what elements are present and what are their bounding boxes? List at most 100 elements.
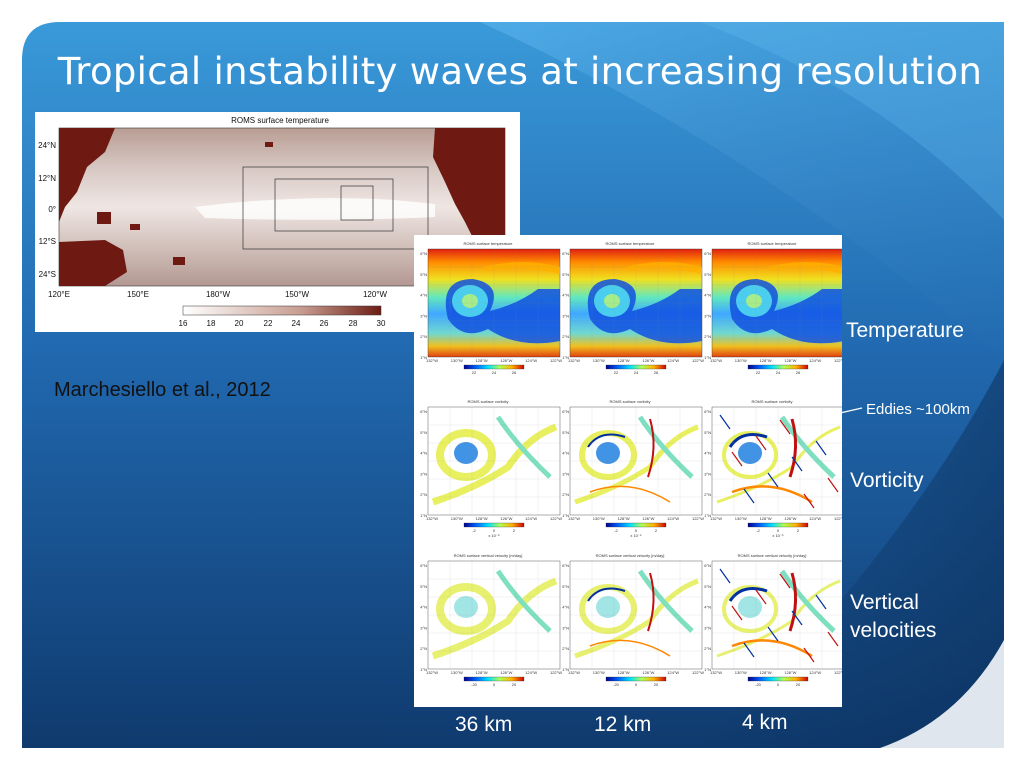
panel-lon-tick: 132°W <box>710 358 722 363</box>
map-lat-tick: 24°S <box>39 270 56 279</box>
land-australia <box>59 240 127 286</box>
panel-lon-tick: 122°W <box>834 358 842 363</box>
panel-colorbar <box>747 676 809 682</box>
field-panel-r3-c3: ROMS surface vertical velocity [m/day] 6°… <box>704 553 842 687</box>
panel-colorbar <box>463 364 525 370</box>
panel-title: ROMS surface temperature <box>748 241 798 246</box>
slide-title: Tropical instability waves at increasing… <box>57 50 983 93</box>
panel-colorbar-tick: 20 <box>654 682 659 687</box>
panel-lat-tick: 4°N <box>704 293 711 298</box>
map-colorbar-tick: 16 <box>179 319 188 328</box>
panel-colorbar-tick: 0 <box>493 682 496 687</box>
overview-map-title: ROMS surface temperature <box>231 116 329 125</box>
panel-lat-tick: 6°N <box>562 563 569 568</box>
map-lon-tick: 180°W <box>206 290 231 299</box>
panel-lon-tick: 126°W <box>784 358 796 363</box>
panel-colorbar <box>463 522 525 528</box>
panel-lat-tick: 4°N <box>704 451 711 456</box>
panel-colorbar-units: x 10⁻⁵ <box>772 533 784 538</box>
panel-lon-tick: 126°W <box>784 670 796 675</box>
panel-lat-tick: 2°N <box>562 492 569 497</box>
panel-lat-tick: 2°N <box>704 334 711 339</box>
panel-lat-tick: 6°N <box>704 251 711 256</box>
land-hawaii <box>265 142 273 147</box>
map-colorbar-tick: 18 <box>207 319 216 328</box>
panel-colorbar-tick: 0 <box>777 528 780 533</box>
row-label-temperature: Temperature <box>846 319 964 342</box>
panel-lon-tick: 124°W <box>525 516 537 521</box>
field-panel-r1-c3: ROMS surface temperature 6°N 5°N 4°N 3°N 2°N 1… <box>704 241 842 375</box>
panel-colorbar-units: x 10⁻⁵ <box>630 533 642 538</box>
panel-lat-tick: 3°N <box>420 625 427 630</box>
panel-lat-tick: 2°N <box>420 492 427 497</box>
panel-lat-tick: 3°N <box>704 625 711 630</box>
panel-lat-tick: 3°N <box>704 313 711 318</box>
panel-lon-tick: 124°W <box>525 358 537 363</box>
panel-lat-tick: 5°N <box>420 430 427 435</box>
panel-lat-tick: 6°N <box>562 251 569 256</box>
panel-lat-tick: 2°N <box>562 334 569 339</box>
panel-lat-tick: 3°N <box>562 625 569 630</box>
panel-lat-tick: 5°N <box>704 430 711 435</box>
citation: Marchesiello et al., 2012 <box>54 379 271 401</box>
panel-colorbar <box>747 522 809 528</box>
panel-colorbar-tick: 26 <box>512 370 517 375</box>
eddies-label: Eddies ~100km <box>866 401 970 418</box>
map-lon-tick: 150°E <box>127 290 149 299</box>
panel-colorbar <box>605 676 667 682</box>
panel-lon-tick: 132°W <box>426 670 438 675</box>
panel-lat-tick: 5°N <box>704 584 711 589</box>
panel-lon-tick: 126°W <box>500 516 512 521</box>
panel-lat-tick: 4°N <box>420 451 427 456</box>
panel-lon-tick: 126°W <box>500 670 512 675</box>
panel-lat-tick: 4°N <box>562 605 569 610</box>
map-colorbar <box>182 305 382 316</box>
field-panel-r2-c3: ROMS surface vorticity 6°N 5°N 4°N 3°N 2°N 1°N… <box>704 399 842 538</box>
panel-lat-tick: 6°N <box>420 563 427 568</box>
panel-title: ROMS surface temperature <box>464 241 514 246</box>
panel-colorbar <box>605 522 667 528</box>
panel-lon-tick: 128°W <box>760 670 772 675</box>
panel-colorbar-tick: -2 <box>614 528 618 533</box>
panel-lat-tick: 5°N <box>562 584 569 589</box>
panel-lat-tick: 2°N <box>704 492 711 497</box>
panel-colorbar-tick: 20 <box>796 682 801 687</box>
panel-lat-tick: 6°N <box>420 409 427 414</box>
panel-lon-tick: 126°W <box>784 516 796 521</box>
panel-colorbar-tick: 0 <box>635 528 638 533</box>
panel-lon-tick: 130°W <box>735 516 747 521</box>
panel-colorbar-tick: -20 <box>613 682 620 687</box>
map-lat-tick: 0° <box>48 205 56 214</box>
map-lat-tick: 12°N <box>38 174 56 183</box>
panel-lat-tick: 5°N <box>562 430 569 435</box>
panel-colorbar-tick: 22 <box>756 370 761 375</box>
field-panel-r3-c1: ROMS surface vertical velocity [m/day] 6°… <box>420 553 562 687</box>
panel-colorbar-tick: 24 <box>776 370 781 375</box>
panel-lon-tick: 128°W <box>476 670 488 675</box>
panel-lat-tick: 4°N <box>704 605 711 610</box>
panel-lat-tick: 1°N <box>704 513 711 518</box>
panel-lat-tick: 3°N <box>562 471 569 476</box>
cold-tongue <box>195 198 435 220</box>
panel-lon-tick: 130°W <box>451 516 463 521</box>
panel-lon-tick: 130°W <box>593 358 605 363</box>
domain-box-inner <box>340 185 374 221</box>
panel-lon-tick: 132°W <box>568 358 580 363</box>
panel-colorbar-tick: 0 <box>493 528 496 533</box>
panel-lon-tick: 130°W <box>735 670 747 675</box>
panel-lat-tick: 4°N <box>562 293 569 298</box>
panel-colorbar-tick: -20 <box>755 682 762 687</box>
domain-box-outer <box>242 166 429 250</box>
panel-lat-tick: 4°N <box>420 293 427 298</box>
panel-lon-tick: 124°W <box>667 516 679 521</box>
panel-lon-tick: 130°W <box>735 358 747 363</box>
panel-lon-tick: 132°W <box>710 516 722 521</box>
field-panel-r2-c1: ROMS surface vorticity 6°N 5°N 4°N 3°N 2°N 1°N… <box>420 399 562 538</box>
panel-lon-tick: 132°W <box>568 516 580 521</box>
panel-lat-tick: 1°N <box>562 667 569 672</box>
column-label-12km: 12 km <box>594 713 652 736</box>
panel-colorbar-tick: 26 <box>796 370 801 375</box>
panel-lon-tick: 130°W <box>451 670 463 675</box>
column-label-36km: 36 km <box>455 713 513 736</box>
eddies-pointer-line <box>839 407 863 414</box>
